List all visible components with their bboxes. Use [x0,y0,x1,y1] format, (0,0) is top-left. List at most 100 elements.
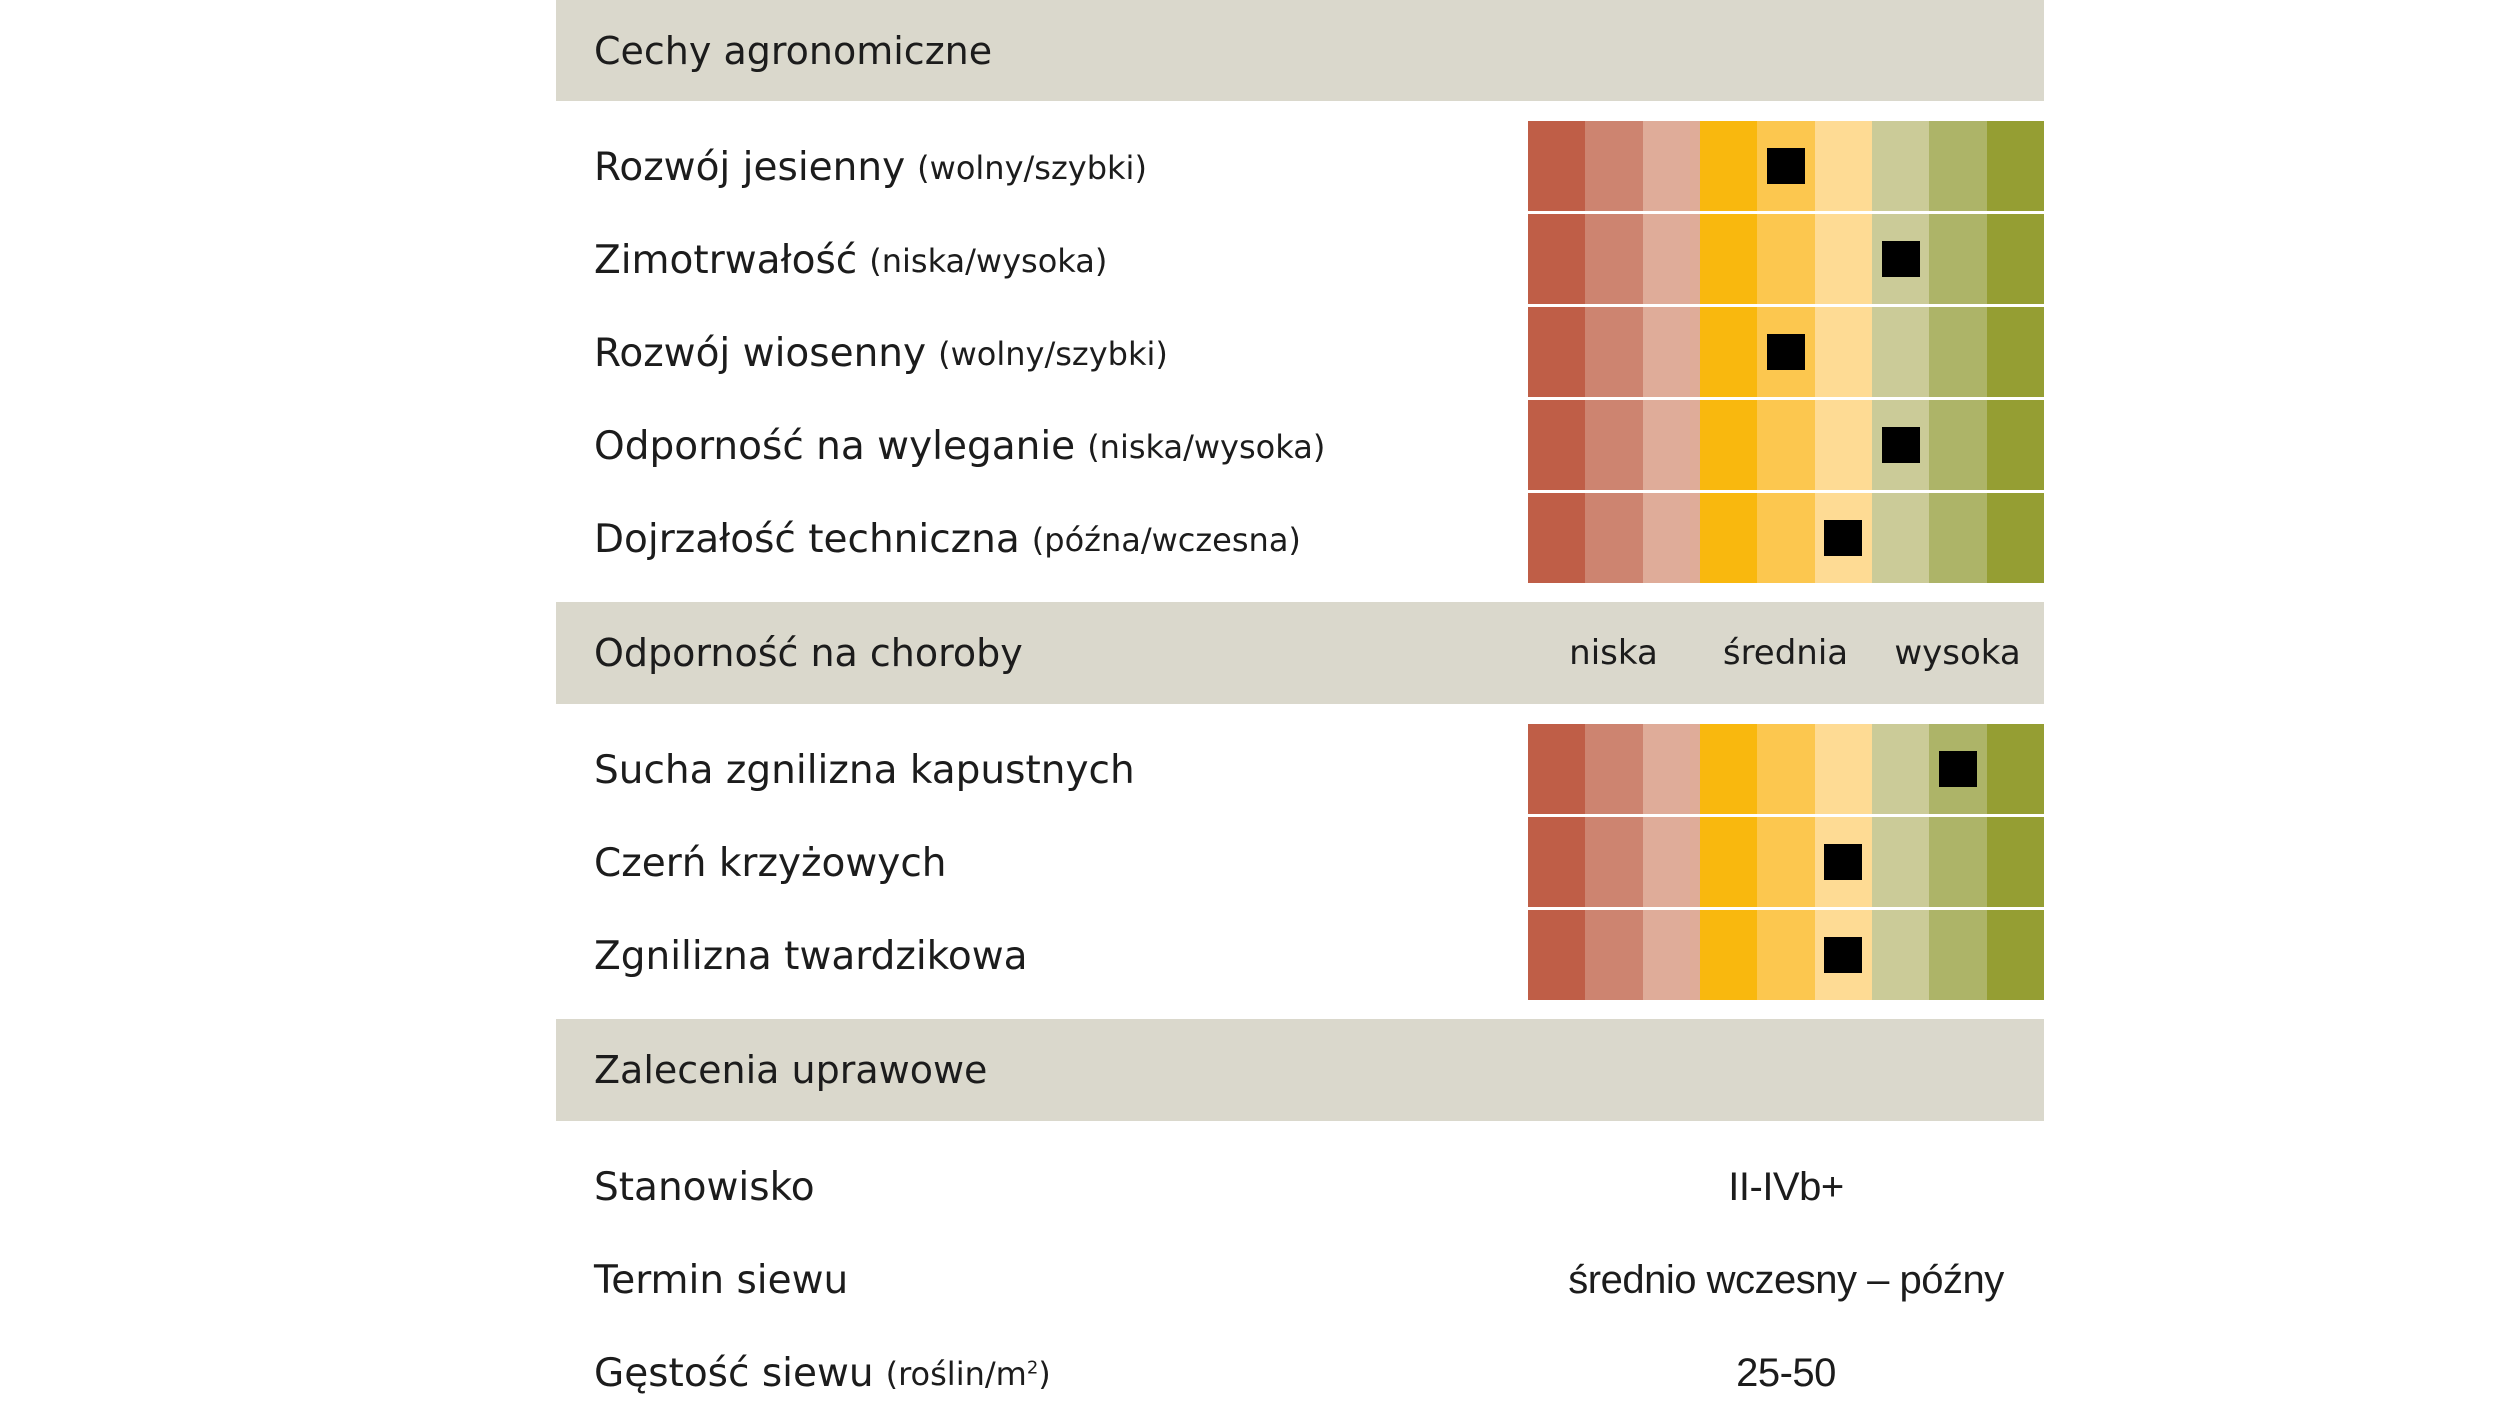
scale-cell-7 [1871,817,1930,907]
disease-label: Sucha zgnilizna kapustnych [594,724,1135,817]
scale-cell-2 [1585,910,1643,1000]
scale-cell-9 [1986,910,2044,1000]
disease-name: Sucha zgnilizna kapustnych [594,748,1135,793]
disease-label: Zgnilizna twardzikowa [594,910,1028,1003]
hint-end: ) [1038,1354,1051,1393]
scale-cell-4 [1699,400,1758,490]
scale-cell-4 [1699,307,1758,397]
trait-hint: (wolny/szybki) [938,334,1168,373]
trait-name: Rozwój jesienny [594,145,906,190]
score-marker [1767,148,1805,184]
scale-cell-1 [1528,817,1586,907]
scale-row [1528,400,2044,490]
section-title-cultivation: Zalecenia uprawowe [594,1048,988,1092]
scale-cell-5 [1757,400,1815,490]
trait-name: Dojrzałość techniczna [594,517,1020,562]
disease-label: Czerń krzyżowych [594,817,947,910]
rating-scale-disease [1528,724,2044,1003]
scale-cell-5 [1757,817,1815,907]
scale-cell-3 [1642,817,1700,907]
scale-cell-2 [1585,400,1643,490]
scale-cell-9 [1986,400,2044,490]
trait-hint: (niska/wysoka) [1087,427,1326,466]
scale-cell-8 [1929,121,1987,211]
recommendation-value: średnio wczesny – późny [1568,1258,2004,1302]
scale-cell-2 [1585,307,1643,397]
scale-cell-8 [1929,400,1987,490]
scale-cell-5 [1757,724,1815,814]
recommendation-hint: (roślin/m2) [886,1355,1051,1393]
trait-label: Rozwój wiosenny (wolny/szybki) [594,307,1168,400]
recommendation-value: 25-50 [1736,1351,1836,1395]
scale-cell-8 [1929,214,1987,304]
hint-text: (roślin/m [885,1354,1027,1393]
scale-row [1528,493,2044,583]
scale-cell-6 [1814,214,1872,304]
scale-cell-7 [1871,121,1930,211]
scale-cell-6 [1814,724,1872,814]
scale-cell-7 [1871,724,1930,814]
scale-cell-7 [1871,493,1930,583]
scale-cell-7 [1871,307,1930,397]
scale-row [1528,307,2044,397]
section-header-cultivation: Zalecenia uprawowe [556,1019,2044,1121]
scale-cell-8 [1929,307,1987,397]
trait-label: Odporność na wyleganie (niska/wysoka) [594,400,1325,493]
scale-cell-4 [1699,817,1758,907]
scale-cell-3 [1642,307,1700,397]
scale-cell-5 [1757,910,1815,1000]
scale-cell-4 [1699,724,1758,814]
scale-cell-9 [1986,121,2044,211]
recommendation-label: Stanowisko [594,1141,815,1234]
scale-cell-3 [1642,724,1700,814]
scale-cell-5 [1757,214,1815,304]
scale-label-high: wysoka [1894,633,2021,673]
scale-cell-4 [1699,910,1758,1000]
score-marker [1939,751,1977,787]
scale-label-medium: średnia [1722,633,1849,673]
recommendation-value: II-IVb+ [1728,1165,1844,1209]
scale-cell-3 [1642,493,1700,583]
disease-name: Czerń krzyżowych [594,841,947,886]
scale-row [1528,817,2044,907]
scale-cell-2 [1585,121,1643,211]
scale-cell-1 [1528,307,1586,397]
scale-cell-3 [1642,400,1700,490]
scale-cell-9 [1986,724,2044,814]
scale-cell-4 [1699,214,1758,304]
trait-name: Zimotrwałość [594,238,858,283]
scale-cell-9 [1986,493,2044,583]
score-marker [1881,427,1920,463]
scale-cell-6 [1814,307,1872,397]
scale-label-low: niska [1569,633,1658,673]
recommendation-name: Termin siewu [594,1258,849,1303]
score-marker [1824,520,1863,556]
trait-name: Rozwój wiosenny [594,331,927,376]
trait-label: Dojrzałość techniczna (późna/wczesna) [594,493,1301,586]
scale-cell-4 [1699,493,1758,583]
scale-cell-8 [1929,817,1987,907]
scale-cell-8 [1929,493,1987,583]
section-title-agronomic: Cechy agronomiczne [594,28,993,73]
section-title-disease: Odporność na choroby [594,631,1023,675]
trait-hint: (wolny/szybki) [917,148,1147,187]
scale-row [1528,910,2044,1000]
section-header-agronomic: Cechy agronomiczne [556,0,2044,101]
scale-cell-9 [1986,817,2044,907]
scale-cell-1 [1528,910,1586,1000]
trait-label: Rozwój jesienny (wolny/szybki) [594,121,1147,214]
disease-name: Zgnilizna twardzikowa [594,934,1028,979]
scale-cell-1 [1528,214,1586,304]
scale-cell-2 [1585,817,1643,907]
scale-cell-1 [1528,493,1586,583]
trait-hint: (niska/wysoka) [869,241,1108,280]
hint-superscript: 2 [1026,1356,1039,1378]
trait-name: Odporność na wyleganie [594,424,1076,469]
scale-cell-9 [1986,214,2044,304]
score-marker [1824,844,1863,880]
recommendation-label: Termin siewu [594,1234,848,1327]
trait-hint: (późna/wczesna) [1031,520,1301,559]
scale-cell-1 [1528,724,1586,814]
scale-cell-5 [1757,493,1815,583]
score-marker [1881,241,1920,277]
